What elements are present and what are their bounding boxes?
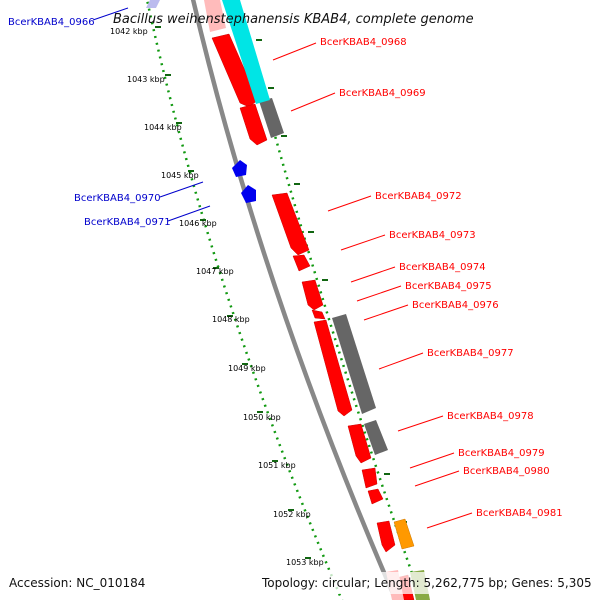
gene-0969: [239, 103, 268, 146]
gene-label[interactable]: BcerKBAB4_0979: [458, 448, 545, 459]
gene-0975: [311, 309, 326, 320]
leader-line: [340, 234, 386, 251]
ruler-label: 1042 kbp: [110, 27, 148, 36]
feature-pink: [204, 0, 226, 32]
map-title: Bacillus weihenstephanensis KBAB4, compl…: [113, 12, 474, 27]
gene-label[interactable]: BcerKBAB4_0966: [8, 17, 95, 28]
ruler-label: 1050 kbp: [243, 413, 281, 422]
gene-label[interactable]: BcerKBAB4_0971: [84, 217, 171, 228]
gene-0970: [232, 160, 247, 177]
leader-line: [92, 7, 129, 21]
feature-orange: [393, 518, 415, 550]
feature-gray-0978: [364, 420, 388, 455]
leader-line: [350, 266, 396, 283]
genome-backbone: [190, 0, 399, 600]
gene-0981: [376, 520, 396, 553]
feature-gray-0969: [259, 98, 284, 138]
ruler-label: 1046 kbp: [179, 219, 217, 228]
gene-0971: [241, 185, 256, 203]
ruler-label: 1049 kbp: [228, 364, 266, 373]
leader-line: [426, 512, 473, 529]
topology-text: Topology: circular; Length: 5,262,775 bp…: [261, 576, 592, 590]
ruler-label: 1044 kbp: [144, 123, 182, 132]
gene-0980: [367, 488, 384, 505]
gene-label[interactable]: BcerKBAB4_0975: [405, 281, 492, 292]
ruler-label: 1051 kbp: [258, 461, 296, 470]
leader-line: [356, 285, 402, 302]
gene-label[interactable]: BcerKBAB4_0980: [463, 466, 550, 477]
leader-line: [290, 92, 336, 112]
gene-0978: [347, 423, 372, 464]
leader-line: [159, 181, 204, 198]
leader-line: [409, 452, 455, 469]
gene-0974: [301, 279, 324, 311]
ruler-label: 1048 kbp: [212, 315, 250, 324]
ruler-label: 1047 kbp: [196, 267, 234, 276]
gene-label[interactable]: BcerKBAB4_0972: [375, 191, 462, 202]
outer-dotted-guide: [237, 0, 423, 600]
leader-line: [378, 352, 424, 370]
gene-label[interactable]: BcerKBAB4_0968: [320, 37, 407, 48]
leader-line: [414, 470, 460, 487]
gene-label[interactable]: BcerKBAB4_0973: [389, 230, 476, 241]
inner-dotted-guide: [145, 0, 344, 600]
gene-label[interactable]: BcerKBAB4_0976: [412, 300, 499, 311]
feature-light-blue: [146, 0, 160, 8]
footer-backdrop: [0, 572, 600, 594]
gene-0979: [361, 467, 378, 489]
gene-0973: [292, 254, 311, 272]
ruler-label: 1052 kbp: [273, 510, 311, 519]
ruler-ticks: [155, 26, 311, 559]
gene-label[interactable]: BcerKBAB4_0978: [447, 411, 534, 422]
ruler-label: 1053 kbp: [286, 558, 324, 567]
leader-line: [272, 42, 317, 61]
gene-0968: [211, 33, 259, 108]
gene-label[interactable]: BcerKBAB4_0970: [74, 193, 161, 204]
leader-line: [397, 415, 444, 432]
gene-label[interactable]: BcerKBAB4_0977: [427, 348, 514, 359]
ruler-label: 1045 kbp: [161, 171, 199, 180]
leader-line: [327, 195, 372, 212]
leader-line: [167, 205, 211, 222]
gene-label[interactable]: BcerKBAB4_0981: [476, 508, 563, 519]
feature-cyan: [222, 0, 270, 104]
ruler-label: 1043 kbp: [127, 75, 165, 84]
gene-label[interactable]: BcerKBAB4_0974: [399, 262, 486, 273]
leader-line: [363, 304, 409, 321]
accession-text: Accession: NC_010184: [9, 576, 145, 590]
gene-label[interactable]: BcerKBAB4_0969: [339, 88, 426, 99]
feature-gray-0977: [332, 314, 376, 414]
gene-0972: [271, 192, 310, 256]
gene-0976: [313, 319, 353, 417]
